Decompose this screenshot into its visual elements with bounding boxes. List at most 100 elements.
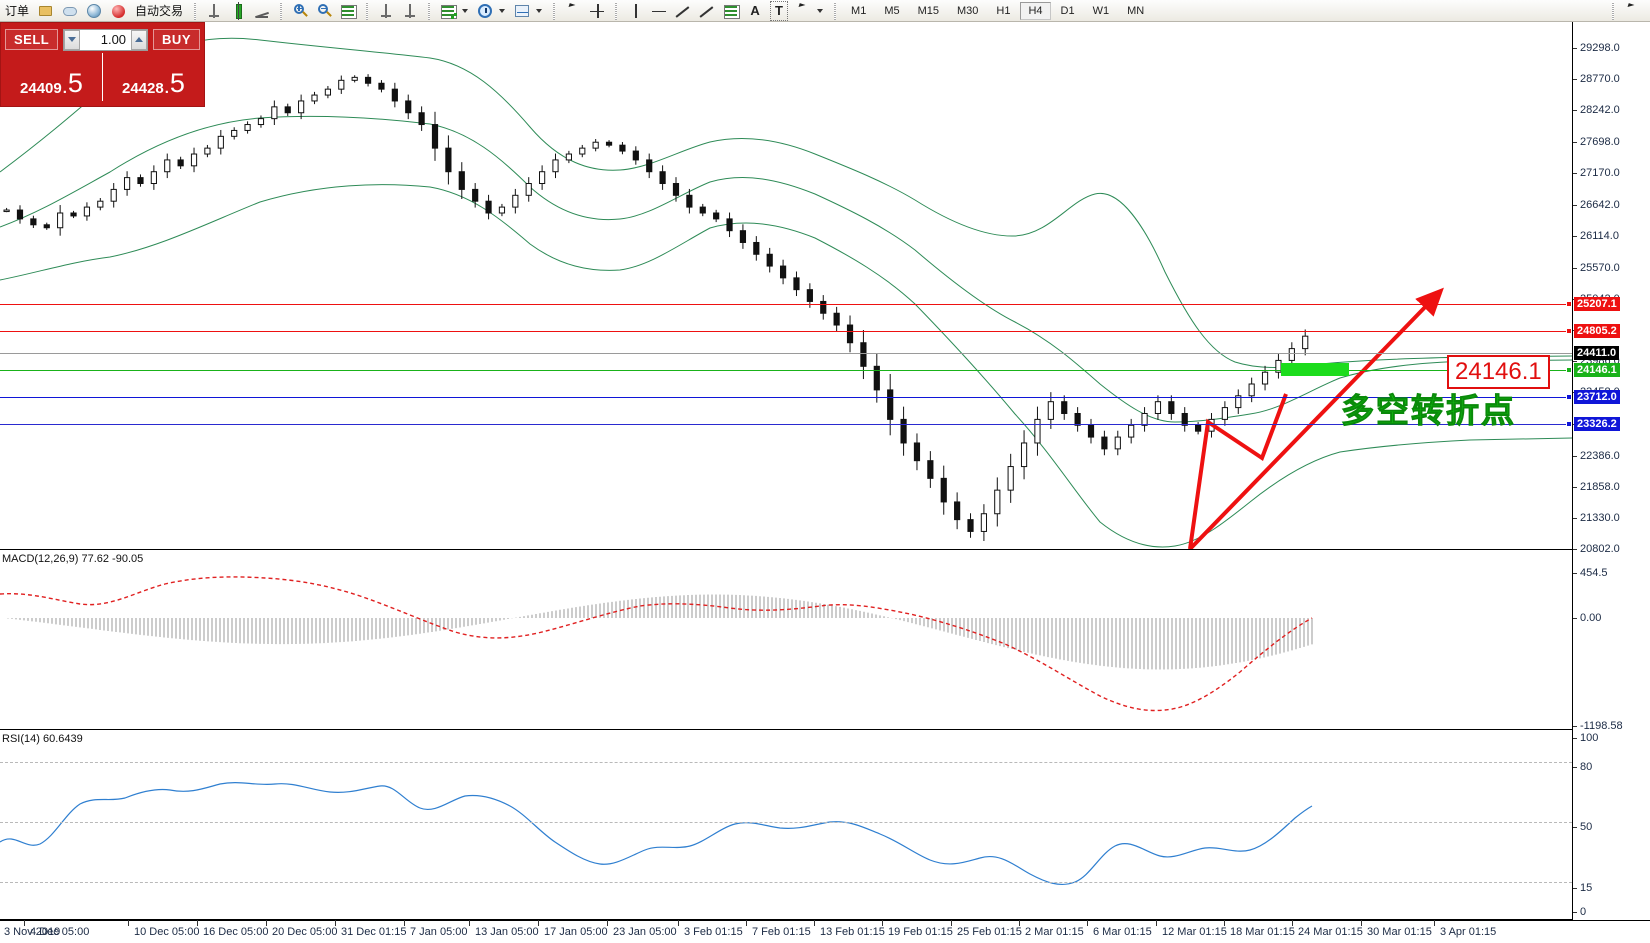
toolbar-separator-7: [832, 1, 838, 20]
zoom-in-icon[interactable]: [288, 1, 312, 21]
one-click-trading-panel[interactable]: SELL 1.00 BUY 24409 . 5 24428 . 5: [0, 22, 205, 107]
template-icon[interactable]: [510, 1, 534, 21]
price-tick-27170: 27170.0: [1573, 167, 1620, 179]
rsi-pane[interactable]: RSI(14) 60.6439: [0, 732, 1572, 920]
level-line-24805[interactable]: [0, 331, 1572, 332]
price-badge-support[interactable]: 24146.1: [1574, 363, 1620, 377]
macd-chart-svg: [0, 576, 1313, 712]
level-handle-24805[interactable]: [1566, 328, 1572, 334]
level-line-23326[interactable]: [0, 424, 1572, 425]
autotrade-button[interactable]: 自动交易: [135, 4, 184, 18]
timeframe-h1[interactable]: H1: [996, 4, 1011, 17]
timeframe-m30[interactable]: M30: [957, 4, 979, 17]
arrows-dropdown-caret[interactable]: [817, 8, 824, 13]
volume-increase-button[interactable]: [131, 29, 148, 50]
line-chart-icon[interactable]: [250, 1, 274, 21]
chart-shift-icon[interactable]: [398, 1, 422, 21]
level-handle-23326[interactable]: [1566, 421, 1572, 427]
equidistant-channel-icon[interactable]: [695, 1, 719, 21]
date-label-11: 7 Feb 01:15: [746, 920, 811, 938]
volume-decrease-button[interactable]: [64, 29, 81, 50]
date-label-0: 3 Nov 2019: [4, 926, 61, 938]
price-axis[interactable]: 29298.0 28770.0 28242.0 27698.0 27170.0 26642…: [1572, 22, 1650, 920]
date-label-14: 25 Feb 01:15: [951, 920, 1022, 938]
text-tool-icon[interactable]: A: [750, 2, 760, 18]
date-label-3: 16 Dec 05:00: [196, 920, 269, 938]
period-dropdown-caret[interactable]: [499, 8, 506, 13]
sell-price-cell[interactable]: 24409 . 5: [1, 53, 102, 101]
date-label-13: 19 Feb 01:15: [882, 920, 953, 938]
price-tick-29298: 29298.0: [1573, 42, 1620, 54]
sell-price-fraction: 5: [67, 68, 83, 98]
price-badge-resistance[interactable]: 25207.1: [1574, 297, 1620, 311]
timeframe-group: M1 M5 M15 M30 H1 H4 D1 W1 MN: [842, 1, 1153, 20]
timeframe-m15[interactable]: M15: [917, 4, 939, 17]
level-line-23712[interactable]: [0, 397, 1572, 398]
level-handle-23712[interactable]: [1566, 394, 1572, 400]
price-tick-25570: 25570.0: [1573, 262, 1620, 274]
price-tick-21330: 21330.0: [1573, 512, 1620, 524]
vertical-line-icon[interactable]: [623, 1, 647, 21]
date-label-2: 10 Dec 05:00: [127, 920, 200, 938]
date-label-4: 20 Dec 05:00: [265, 920, 338, 938]
crosshair-icon[interactable]: [585, 1, 609, 21]
price-pane[interactable]: 24146.1 多空转折点: [0, 22, 1572, 550]
price-row: 24409 . 5 24428 . 5: [1, 53, 204, 101]
toolbar-separator-5: [551, 1, 557, 20]
zoom-out-icon[interactable]: [312, 1, 336, 21]
new-order-button[interactable]: 订单: [5, 4, 30, 18]
arrows-tool-icon[interactable]: [791, 1, 815, 21]
date-label-16: 6 Mar 01:15: [1087, 920, 1152, 938]
timeframe-m5[interactable]: M5: [884, 4, 900, 17]
volume-value[interactable]: 1.00: [100, 32, 127, 47]
select-pointer-icon[interactable]: [1620, 1, 1644, 21]
candlestick-chart-icon[interactable]: [226, 1, 250, 21]
fibonacci-icon[interactable]: [719, 1, 743, 21]
timeframe-mn[interactable]: MN: [1127, 4, 1145, 17]
date-label-15: 2 Mar 01:15: [1019, 920, 1084, 938]
rsi-label: RSI(14) 60.6439: [2, 733, 83, 745]
signal-icon[interactable]: [82, 1, 106, 21]
highlight-bar: [1281, 363, 1349, 376]
level-line-25207[interactable]: [0, 304, 1572, 305]
level-handle-24146[interactable]: [1566, 367, 1572, 373]
period-clock-icon[interactable]: [473, 1, 497, 21]
price-tick-28770: 28770.0: [1573, 73, 1620, 85]
cursor-pointer-icon[interactable]: [561, 1, 585, 21]
timeframe-d1[interactable]: D1: [1060, 4, 1075, 17]
data-window-icon[interactable]: [336, 1, 360, 21]
date-label-7: 13 Jan 05:00: [469, 920, 539, 938]
buy-price-integer: 24428: [122, 80, 164, 97]
chart-area[interactable]: HK50-,H4 23851.0 24432.0 23826.0 24411.0: [0, 22, 1650, 943]
template-dropdown-caret[interactable]: [536, 8, 543, 13]
buy-button[interactable]: BUY: [153, 29, 200, 50]
rsi-tick-15: 15: [1573, 882, 1592, 894]
horizontal-line-icon[interactable]: [647, 1, 671, 21]
price-badge-resistance[interactable]: 24805.2: [1574, 324, 1620, 338]
folder-icon[interactable]: [34, 1, 58, 21]
label-tool-icon[interactable]: T: [767, 0, 791, 21]
macd-pane[interactable]: MACD(12,26,9) 77.62 -90.05: [0, 552, 1572, 730]
timeframe-w1[interactable]: W1: [1092, 4, 1110, 17]
toolbar-separator-8: [1610, 1, 1616, 20]
timeframe-m1[interactable]: M1: [851, 4, 867, 17]
auto-scroll-icon[interactable]: [374, 1, 398, 21]
sell-button[interactable]: SELL: [5, 29, 59, 50]
buy-price-cell[interactable]: 24428 . 5: [102, 53, 204, 101]
level-handle-25207[interactable]: [1566, 301, 1572, 307]
bar-chart-icon[interactable]: [202, 1, 226, 21]
timeframe-h4[interactable]: H4: [1020, 1, 1051, 20]
price-badge-current-price[interactable]: 24411.0: [1574, 346, 1620, 360]
sell-price-decimal-dot: .: [62, 80, 67, 97]
price-tick-20802: 20802.0: [1573, 543, 1620, 555]
date-label-8: 17 Jan 05:00: [538, 920, 608, 938]
level-line-24146[interactable]: [0, 370, 1572, 371]
autotrade-icon[interactable]: [106, 1, 130, 21]
indicator-dropdown-caret[interactable]: [462, 8, 469, 13]
price-badge-support[interactable]: 23326.2: [1574, 417, 1620, 431]
add-indicator-icon[interactable]: [436, 1, 460, 21]
price-badge-support[interactable]: 23712.0: [1574, 390, 1620, 404]
volume-input-wrapper[interactable]: 1.00: [63, 28, 149, 51]
trendline-icon[interactable]: [671, 1, 695, 21]
cloud-icon[interactable]: [58, 1, 82, 21]
